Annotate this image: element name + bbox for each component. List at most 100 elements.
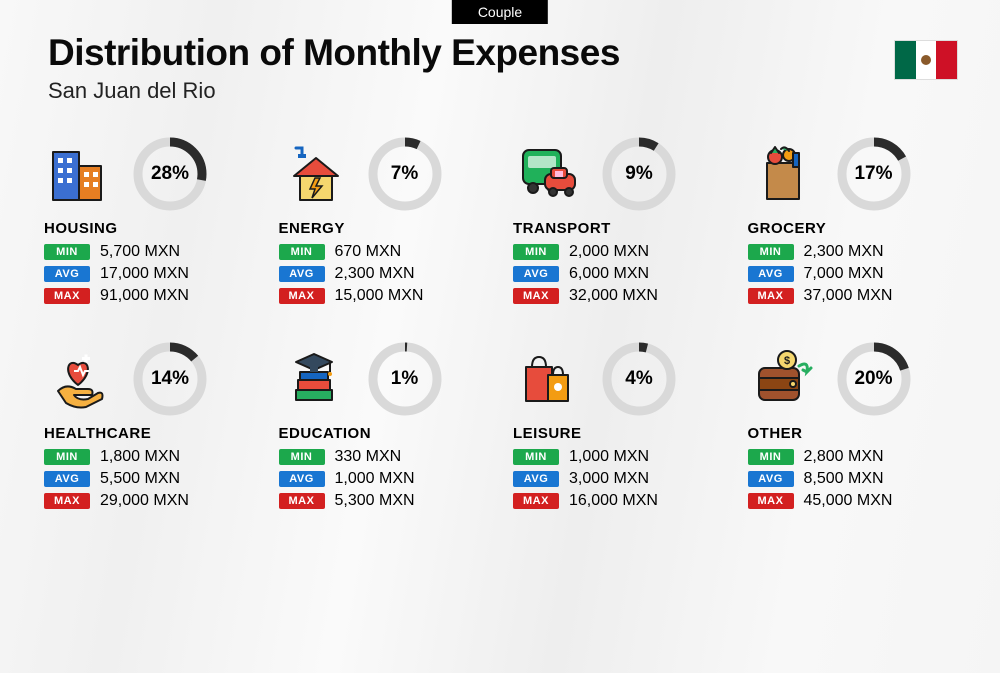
min-tag: MIN xyxy=(44,244,90,260)
min-value: 2,300 MXN xyxy=(804,243,884,261)
percentage-value: 9% xyxy=(601,136,677,212)
percentage-donut: 7% xyxy=(367,136,443,212)
avg-tag: AVG xyxy=(513,471,559,487)
stat-row-avg: AVG 5,500 MXN xyxy=(44,470,253,488)
avg-value: 17,000 MXN xyxy=(100,265,189,283)
stat-row-min: MIN 1,800 MXN xyxy=(44,448,253,466)
max-tag: MAX xyxy=(279,493,325,509)
min-value: 5,700 MXN xyxy=(100,243,180,261)
avg-value: 5,500 MXN xyxy=(100,470,180,488)
max-value: 5,300 MXN xyxy=(335,492,415,510)
avg-value: 6,000 MXN xyxy=(569,265,649,283)
svg-text:$: $ xyxy=(783,355,789,367)
max-tag: MAX xyxy=(44,288,90,304)
max-tag: MAX xyxy=(748,493,794,509)
stat-row-avg: AVG 1,000 MXN xyxy=(279,470,488,488)
grad-books-icon xyxy=(279,347,349,411)
avg-tag: AVG xyxy=(44,471,90,487)
min-value: 1,000 MXN xyxy=(569,448,649,466)
min-tag: MIN xyxy=(513,244,559,260)
category-card-transport: 9% TRANSPORT MIN 2,000 MXN AVG 6,000 MXN… xyxy=(509,130,726,315)
stat-row-min: MIN 2,000 MXN xyxy=(513,243,722,261)
city-subtitle: San Juan del Rio xyxy=(48,78,952,104)
stat-row-max: MAX 32,000 MXN xyxy=(513,287,722,305)
percentage-value: 20% xyxy=(836,341,912,417)
max-value: 15,000 MXN xyxy=(335,287,424,305)
category-card-leisure: 4% LEISURE MIN 1,000 MXN AVG 3,000 MXN M… xyxy=(509,335,726,520)
stat-row-avg: AVG 3,000 MXN xyxy=(513,470,722,488)
stat-row-avg: AVG 2,300 MXN xyxy=(279,265,488,283)
stat-row-avg: AVG 6,000 MXN xyxy=(513,265,722,283)
category-card-energy: 7% ENERGY MIN 670 MXN AVG 2,300 MXN MAX … xyxy=(275,130,492,315)
min-value: 670 MXN xyxy=(335,243,402,261)
stat-row-min: MIN 2,300 MXN xyxy=(748,243,957,261)
stat-row-max: MAX 16,000 MXN xyxy=(513,492,722,510)
house-bolt-icon xyxy=(279,142,349,206)
avg-tag: AVG xyxy=(748,471,794,487)
category-card-housing: 28% HOUSING MIN 5,700 MXN AVG 17,000 MXN… xyxy=(40,130,257,315)
max-value: 32,000 MXN xyxy=(569,287,658,305)
bus-car-icon xyxy=(513,142,583,206)
max-value: 16,000 MXN xyxy=(569,492,658,510)
percentage-value: 17% xyxy=(836,136,912,212)
max-tag: MAX xyxy=(748,288,794,304)
avg-value: 2,300 MXN xyxy=(335,265,415,283)
max-tag: MAX xyxy=(513,288,559,304)
stat-row-min: MIN 5,700 MXN xyxy=(44,243,253,261)
percentage-donut: 20% xyxy=(836,341,912,417)
buildings-icon xyxy=(44,142,114,206)
category-name: HEALTHCARE xyxy=(44,425,253,442)
category-card-grocery: 17% GROCERY MIN 2,300 MXN AVG 7,000 MXN … xyxy=(744,130,961,315)
avg-tag: AVG xyxy=(279,266,325,282)
stat-row-avg: AVG 8,500 MXN xyxy=(748,470,957,488)
min-tag: MIN xyxy=(279,244,325,260)
category-name: OTHER xyxy=(748,425,957,442)
max-tag: MAX xyxy=(44,493,90,509)
min-tag: MIN xyxy=(44,449,90,465)
category-card-education: 1% EDUCATION MIN 330 MXN AVG 1,000 MXN M… xyxy=(275,335,492,520)
max-value: 45,000 MXN xyxy=(804,492,893,510)
stat-row-max: MAX 29,000 MXN xyxy=(44,492,253,510)
category-card-other: $ 20% OTHER MIN 2,800 MXN AVG 8,500 MXN … xyxy=(744,335,961,520)
stat-row-avg: AVG 7,000 MXN xyxy=(748,265,957,283)
category-grid: 28% HOUSING MIN 5,700 MXN AVG 17,000 MXN… xyxy=(40,130,960,520)
page-title: Distribution of Monthly Expenses xyxy=(48,32,952,74)
min-value: 1,800 MXN xyxy=(100,448,180,466)
wallet-coin-icon: $ xyxy=(748,347,818,411)
stat-row-max: MAX 91,000 MXN xyxy=(44,287,253,305)
stat-row-min: MIN 670 MXN xyxy=(279,243,488,261)
percentage-donut: 14% xyxy=(132,341,208,417)
min-tag: MIN xyxy=(513,449,559,465)
max-tag: MAX xyxy=(513,493,559,509)
stat-row-max: MAX 37,000 MXN xyxy=(748,287,957,305)
stat-row-avg: AVG 17,000 MXN xyxy=(44,265,253,283)
household-type-label: Couple xyxy=(452,0,548,24)
stat-row-min: MIN 2,800 MXN xyxy=(748,448,957,466)
min-tag: MIN xyxy=(748,449,794,465)
percentage-donut: 9% xyxy=(601,136,677,212)
percentage-value: 4% xyxy=(601,341,677,417)
min-tag: MIN xyxy=(748,244,794,260)
percentage-value: 14% xyxy=(132,341,208,417)
avg-value: 7,000 MXN xyxy=(804,265,884,283)
stat-row-min: MIN 1,000 MXN xyxy=(513,448,722,466)
max-tag: MAX xyxy=(279,288,325,304)
stat-row-max: MAX 45,000 MXN xyxy=(748,492,957,510)
avg-tag: AVG xyxy=(748,266,794,282)
stat-row-max: MAX 15,000 MXN xyxy=(279,287,488,305)
grocery-bag-icon xyxy=(748,142,818,206)
max-value: 37,000 MXN xyxy=(804,287,893,305)
min-value: 330 MXN xyxy=(335,448,402,466)
min-tag: MIN xyxy=(279,449,325,465)
category-name: EDUCATION xyxy=(279,425,488,442)
header: Distribution of Monthly Expenses San Jua… xyxy=(48,32,952,104)
category-name: LEISURE xyxy=(513,425,722,442)
avg-tag: AVG xyxy=(44,266,90,282)
category-name: HOUSING xyxy=(44,220,253,237)
percentage-donut: 1% xyxy=(367,341,443,417)
percentage-donut: 4% xyxy=(601,341,677,417)
min-value: 2,800 MXN xyxy=(804,448,884,466)
stat-row-min: MIN 330 MXN xyxy=(279,448,488,466)
category-name: GROCERY xyxy=(748,220,957,237)
mexico-flag-icon xyxy=(894,40,958,80)
